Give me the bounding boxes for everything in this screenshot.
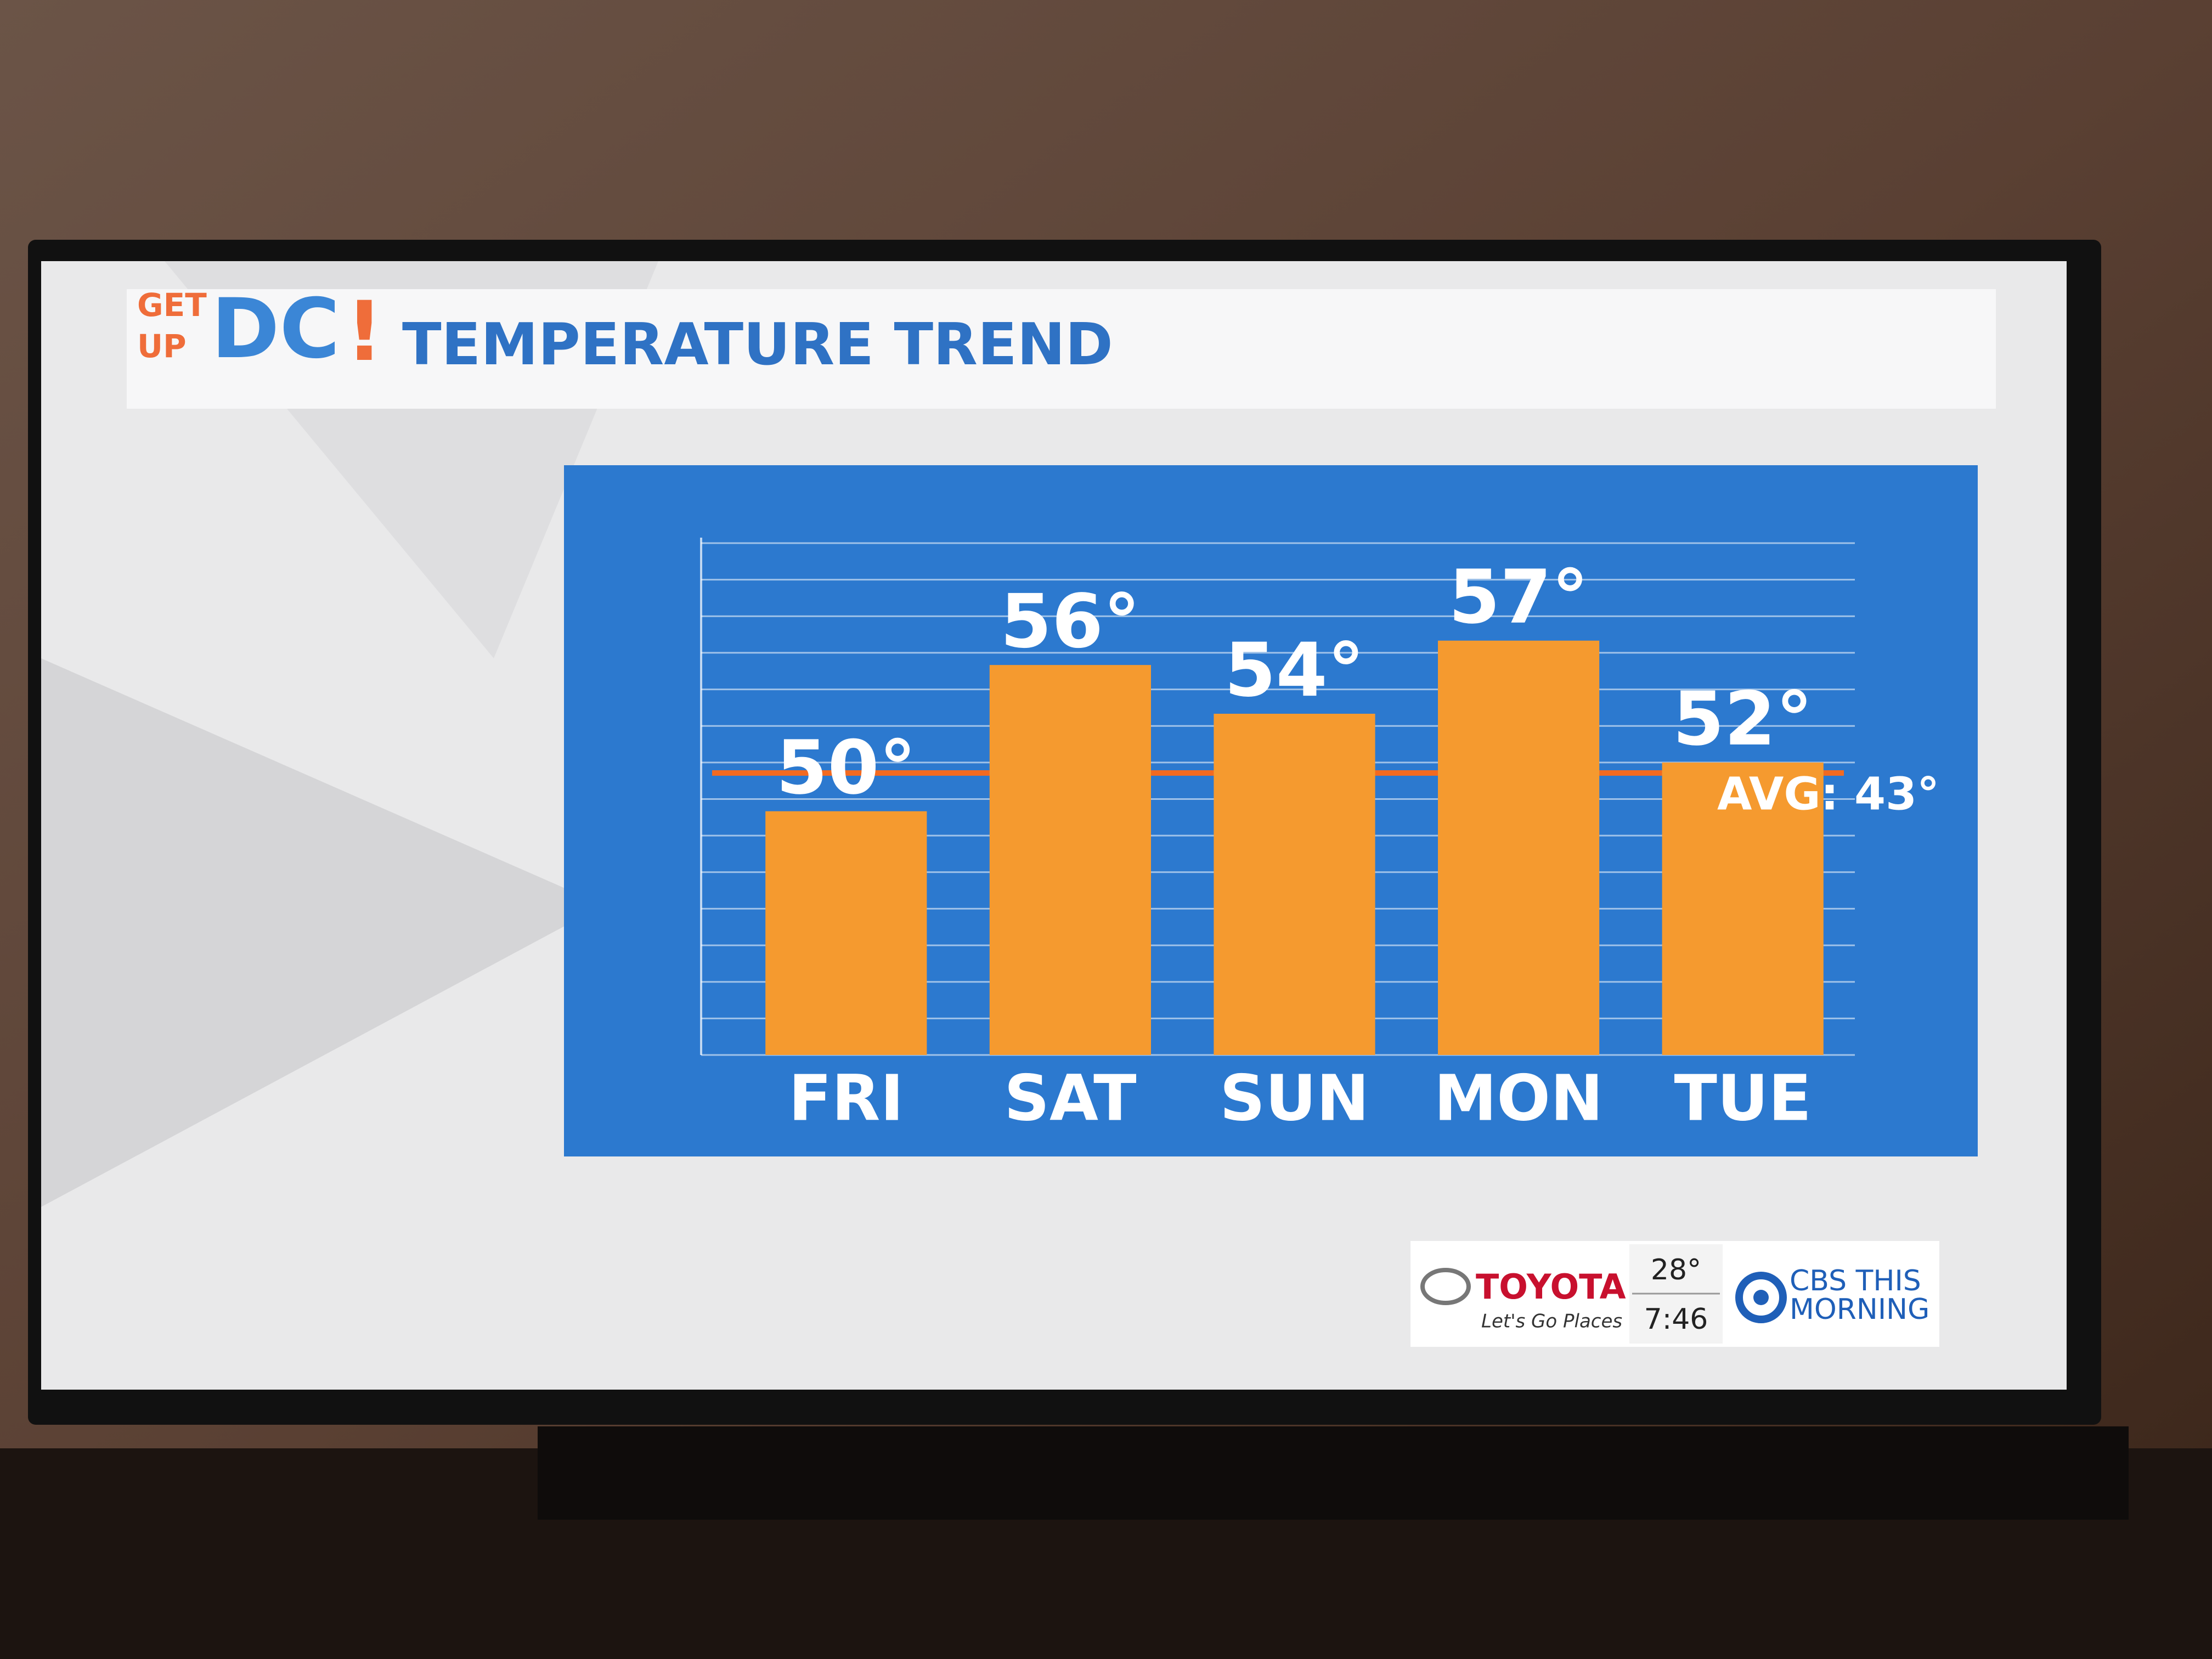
value-label: 56° (1000, 578, 1140, 664)
bar (989, 665, 1151, 1055)
tagline: Let's Go Places (1481, 1311, 1622, 1333)
logo-bang: ! (346, 284, 383, 380)
average-label: AVG: 43° (1717, 768, 1939, 820)
background-shape (41, 658, 603, 1207)
tv-stand (538, 1426, 2129, 1520)
cbs-eye-pupil (1753, 1290, 1769, 1305)
value-label: 57° (1448, 554, 1588, 640)
network-line1: CBS THIS (1790, 1265, 1921, 1297)
x-tick-label: SAT (1004, 1062, 1136, 1136)
value-label: 52° (1673, 676, 1813, 762)
x-tick-label: SUN (1220, 1062, 1369, 1136)
cbs-eye (1735, 1272, 1787, 1323)
bar (1662, 762, 1824, 1055)
sponsor: TOYOTA (1476, 1267, 1626, 1307)
bar (1438, 640, 1600, 1055)
x-tick-label: TUE (1674, 1062, 1812, 1136)
x-tick-label: MON (1434, 1062, 1603, 1136)
sponsor-bug: TOYOTA Let's Go Places 28° 7:46 CBS THIS… (1410, 1241, 1939, 1347)
time: 7:46 (1644, 1303, 1708, 1336)
chart-title: TEMPERATURE TREND (402, 311, 1113, 378)
bar (765, 811, 927, 1055)
toyota-emblem (1420, 1268, 1471, 1305)
logo-main: DC (211, 281, 340, 377)
x-tick-label: FRI (788, 1062, 904, 1136)
temperature: 28° (1651, 1254, 1701, 1286)
bar (1214, 714, 1375, 1055)
value-label: 50° (776, 725, 916, 811)
value-label: 54° (1224, 627, 1364, 713)
header-bar (127, 289, 1996, 409)
logo-top: GET (137, 286, 207, 324)
logo-bottom: UP (137, 328, 187, 365)
network-line2: MORNING (1790, 1293, 1929, 1326)
